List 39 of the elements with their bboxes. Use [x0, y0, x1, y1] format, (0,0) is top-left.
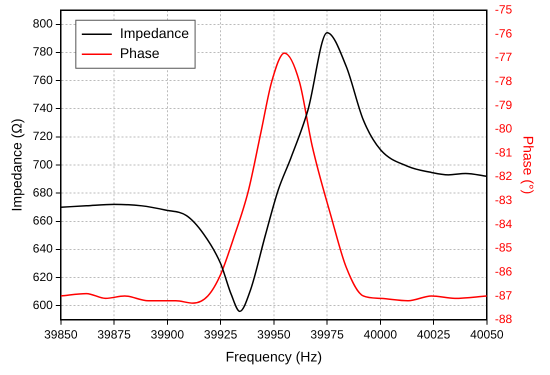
y2-tick-label: -78: [494, 74, 513, 88]
x-tick-label: 40000: [364, 327, 398, 342]
y-axis-title: Impedance (Ω): [8, 118, 24, 212]
y-tick-label: 780: [32, 44, 54, 59]
x-tick-label: 39875: [97, 327, 132, 342]
x-tick-label: 40025: [416, 327, 451, 342]
y2-tick-label: -77: [494, 50, 513, 64]
x-tick-label: 40050: [470, 327, 504, 342]
x-tick-label: 39900: [150, 327, 184, 342]
y-tick-label: 640: [32, 242, 54, 256]
x-tick-label: 39950: [257, 327, 291, 342]
x-axis-title: Frequency (Hz): [226, 348, 322, 364]
x-tick-label: 39925: [204, 327, 238, 342]
y-tick-label: 660: [32, 214, 54, 228]
y2-tick-label: -88: [494, 312, 513, 326]
y2-axis-title: Phase (°): [520, 136, 537, 194]
y-tick-label: 620: [32, 270, 54, 284]
y2-tick-label: -80: [494, 122, 513, 136]
y-tick-label: 740: [32, 101, 54, 116]
legend-label: Impedance: [120, 25, 190, 42]
y-tick-label: 720: [32, 129, 54, 144]
y2-tick-label: -83: [494, 193, 513, 208]
y-tick-label: 680: [32, 185, 54, 200]
y-tick-label: 600: [32, 298, 54, 312]
legend-label: Phase: [120, 45, 160, 62]
x-tick-label: 39850: [44, 327, 78, 342]
y2-tick-label: -75: [494, 2, 513, 17]
y2-tick-label: -86: [494, 264, 513, 278]
y2-tick-label: -79: [494, 98, 513, 112]
y2-tick-label: -85: [494, 240, 513, 255]
y-tick-label: 760: [32, 72, 54, 87]
y2-tick-label: -76: [494, 26, 513, 40]
y2-tick-label: -84: [494, 216, 513, 231]
y2-tick-label: -87: [494, 288, 513, 302]
x-tick-label: 39975: [310, 327, 344, 342]
y2-tick-label: -82: [494, 169, 513, 184]
y2-tick-label: -81: [494, 145, 513, 160]
y-tick-label: 700: [32, 157, 54, 172]
y-tick-label: 800: [32, 16, 54, 31]
